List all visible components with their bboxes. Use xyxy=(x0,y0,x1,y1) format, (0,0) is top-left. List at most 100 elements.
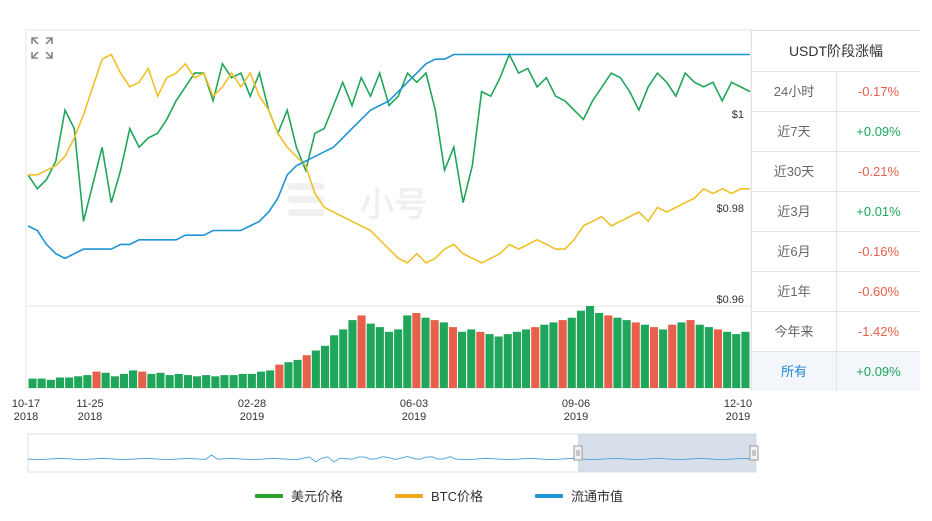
volume-bar xyxy=(92,371,101,388)
series-line-1 xyxy=(28,53,750,264)
legend-item-market-cap[interactable]: 流通市值 xyxy=(535,486,623,505)
volume-bar xyxy=(339,329,348,388)
period-change-value: -1.42% xyxy=(857,324,900,339)
navigator-line xyxy=(27,454,757,463)
volume-bar xyxy=(37,378,46,388)
volume-bar xyxy=(193,376,202,388)
volume-bar xyxy=(540,324,549,388)
navigator[interactable] xyxy=(27,433,759,473)
period-change-value: +0.09% xyxy=(856,124,901,139)
volume-bar xyxy=(686,320,695,388)
volume-bar xyxy=(522,329,531,388)
volume-bar xyxy=(576,310,585,388)
volume-bar xyxy=(659,329,668,388)
x-tick-date: 06-03 xyxy=(400,398,428,410)
volume-bar xyxy=(174,373,183,388)
volume-bar xyxy=(293,359,302,388)
y-tick-label: $1 xyxy=(732,109,744,121)
period-label: 近6月 xyxy=(752,232,837,271)
volume-bar xyxy=(494,336,503,388)
volume-bar xyxy=(485,334,494,388)
volume-bar xyxy=(412,313,421,388)
period-change-value: -0.16% xyxy=(857,244,900,259)
volume-bar xyxy=(119,373,128,388)
x-tick-date: 09-06 xyxy=(562,398,590,410)
period-row[interactable]: 今年来 -1.42% xyxy=(752,312,920,352)
volume-bar xyxy=(723,331,732,388)
volume-bar xyxy=(110,376,119,388)
volume-bar xyxy=(284,362,293,388)
period-row[interactable]: 所有 +0.09% xyxy=(752,352,920,391)
period-label: 24小时 xyxy=(752,72,837,111)
volume-bar xyxy=(357,315,366,388)
volume-bar xyxy=(101,372,110,388)
volume-bar xyxy=(55,377,64,388)
x-tick-date: 02-28 xyxy=(238,398,266,410)
period-row[interactable]: 24小时 -0.17% xyxy=(752,72,920,112)
volume-bar xyxy=(46,379,55,388)
period-row[interactable]: 近3月 +0.01% xyxy=(752,192,920,232)
chart-legend: 美元价格 BTC价格 流通市值 xyxy=(0,486,932,506)
volume-bar xyxy=(202,375,211,388)
volume-bar xyxy=(613,317,622,388)
volume-bar xyxy=(631,322,640,388)
volume-bar xyxy=(586,306,595,388)
volume-bar xyxy=(476,331,485,388)
volume-bar xyxy=(311,350,320,388)
volume-bar xyxy=(467,329,476,388)
volume-bar xyxy=(348,320,357,388)
volume-bar xyxy=(266,370,275,388)
period-row[interactable]: 近7天 +0.09% xyxy=(752,112,920,152)
y-tick-label: $0.98 xyxy=(716,203,744,215)
legend-label: BTC价格 xyxy=(431,489,484,504)
volume-bar xyxy=(321,345,330,388)
x-axis-labels: 10-17201811-25201802-28201906-03201909-0… xyxy=(12,398,752,423)
volume-bar xyxy=(512,331,521,388)
period-row[interactable]: 近1年 -0.60% xyxy=(752,272,920,312)
volume-bar xyxy=(138,371,147,388)
volume-bar xyxy=(156,372,165,388)
legend-label: 流通市值 xyxy=(571,489,624,504)
volume-bar xyxy=(458,331,467,388)
period-label: 近30天 xyxy=(752,152,837,191)
volume-bar xyxy=(275,364,284,388)
expand-icon[interactable] xyxy=(30,36,54,60)
legend-item-btc-price[interactable]: BTC价格 xyxy=(395,486,483,505)
volume-bar xyxy=(147,373,156,388)
legend-item-usd-price[interactable]: 美元价格 xyxy=(255,486,343,505)
period-label: 近7天 xyxy=(752,112,837,151)
volume-bar xyxy=(394,329,403,388)
volume-bar xyxy=(558,320,567,388)
period-change-value: -0.17% xyxy=(857,84,900,99)
volume-bar xyxy=(640,324,649,388)
navigator-selection[interactable] xyxy=(578,434,756,472)
series-lines xyxy=(27,52,751,264)
x-tick-year: 2018 xyxy=(78,411,102,423)
watermark: 小号 xyxy=(288,183,428,224)
volume-bar xyxy=(695,324,704,388)
volume-bar xyxy=(531,327,540,388)
x-tick-date: 10-17 xyxy=(12,398,40,410)
period-row[interactable]: 近30天 -0.21% xyxy=(752,152,920,192)
volume-bar xyxy=(384,331,393,388)
volume-bar xyxy=(448,327,457,388)
volume-bar xyxy=(247,373,256,388)
period-row[interactable]: 近6月 -0.16% xyxy=(752,232,920,272)
navigator-handle-left[interactable] xyxy=(573,445,583,461)
legend-swatch xyxy=(395,493,423,498)
legend-label: 美元价格 xyxy=(291,489,344,504)
series-line-2 xyxy=(27,53,750,260)
volume-bar xyxy=(503,334,512,388)
navigator-handle-right[interactable] xyxy=(749,445,759,461)
volume-bar xyxy=(741,331,750,388)
volume-bar xyxy=(732,334,741,388)
volume-bar xyxy=(183,375,192,388)
period-label: 近1年 xyxy=(752,272,837,311)
period-label: 近3月 xyxy=(752,192,837,231)
